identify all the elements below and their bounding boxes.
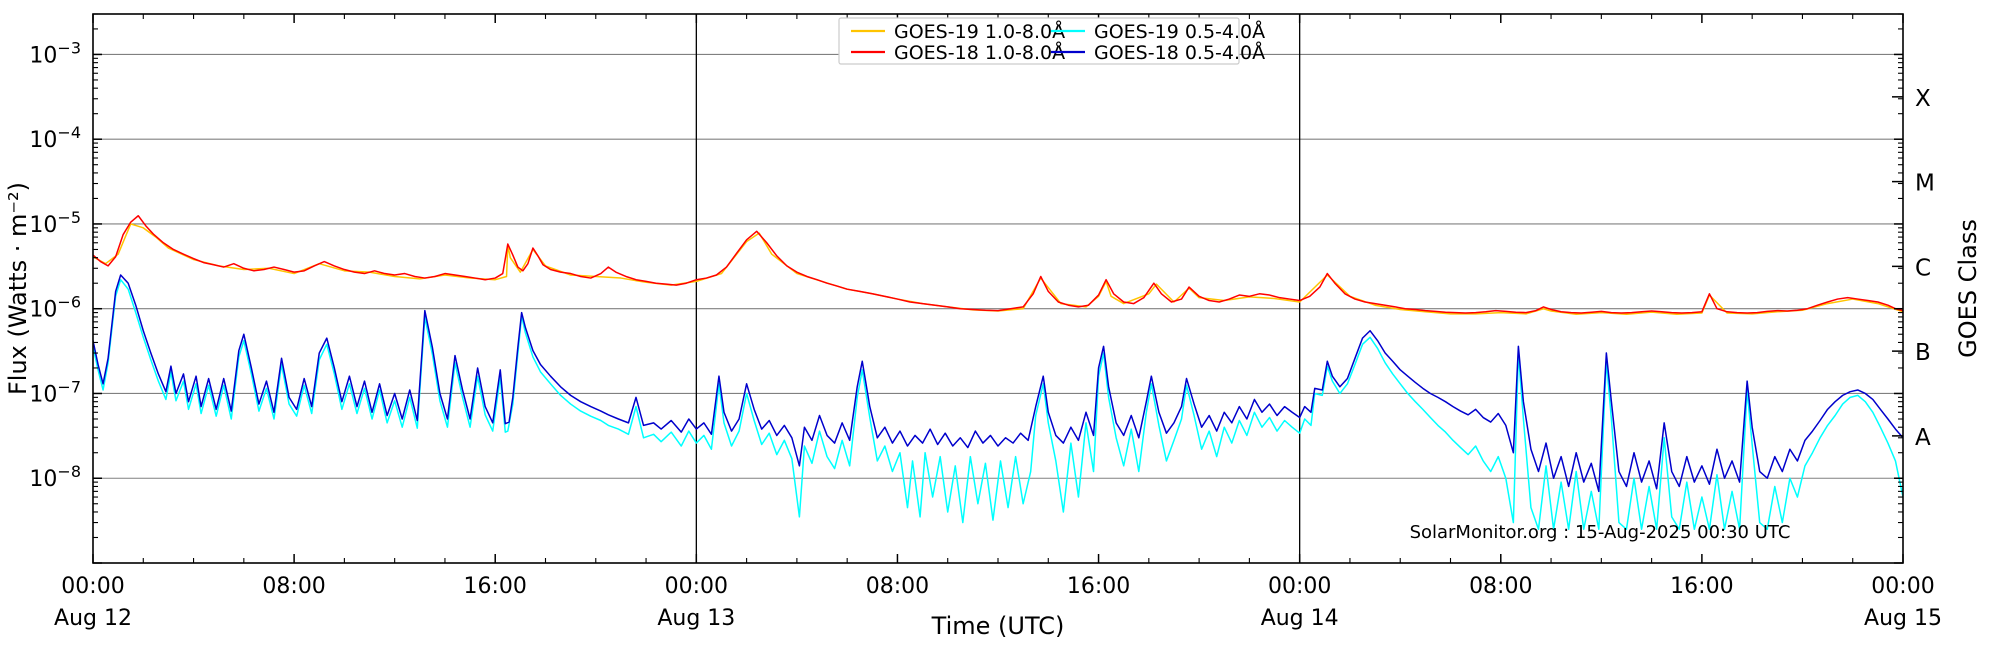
x-tick-date-label: Aug 13 bbox=[657, 606, 735, 631]
series-line-g18_short bbox=[93, 274, 1903, 493]
legend-label-g18_short: GOES-18 0.5-4.0Å bbox=[1094, 41, 1265, 64]
goes-class-label-A: A bbox=[1915, 425, 1931, 451]
x-tick-time-label: 00:00 bbox=[665, 574, 728, 599]
x-tick-time-label: 00:00 bbox=[61, 574, 124, 599]
y-axis-title: Flux (Watts · m⁻²) bbox=[4, 182, 32, 395]
x-tick-time-label: 08:00 bbox=[1469, 574, 1532, 599]
x-tick-date-label: Aug 15 bbox=[1864, 606, 1942, 631]
legend-background bbox=[838, 17, 1240, 65]
y-tick-label: 10−7 bbox=[29, 377, 81, 407]
goes-class-axis-title: GOES Class bbox=[1954, 219, 1982, 358]
series-group bbox=[93, 215, 1903, 531]
y-tick-label: 10−4 bbox=[29, 123, 81, 153]
y-tick-label: 10−3 bbox=[29, 38, 81, 68]
y-axis-ticks: 10−3 10−4 10−5 10−6 10−7 10−8 bbox=[29, 13, 102, 564]
y-tick-label: 10−5 bbox=[29, 208, 81, 238]
day-boundary-lines bbox=[695, 14, 1301, 563]
x-tick-time-label: 16:00 bbox=[1067, 574, 1130, 599]
series-line-g19_short bbox=[93, 278, 1903, 531]
series-line-g19_long bbox=[93, 223, 1903, 316]
legend-label-g19_short: GOES-19 0.5-4.0Å bbox=[1094, 20, 1265, 43]
x-tick-time-label: 00:00 bbox=[1871, 574, 1934, 599]
grid-lines bbox=[93, 53, 1903, 479]
legend-label-g19_long: GOES-19 1.0-8.0Å bbox=[894, 20, 1065, 43]
x-axis-title: Time (UTC) bbox=[931, 612, 1065, 640]
goes-class-axis: X M C B A bbox=[1892, 13, 1935, 564]
goes-class-label-C: C bbox=[1915, 255, 1931, 281]
x-tick-time-label: 16:00 bbox=[464, 574, 527, 599]
y-tick-label: 10−8 bbox=[29, 462, 81, 492]
x-tick-time-label: 08:00 bbox=[866, 574, 929, 599]
series-line-g18_long bbox=[93, 215, 1903, 314]
goes-class-label-B: B bbox=[1915, 340, 1931, 366]
x-tick-time-label: 00:00 bbox=[1268, 574, 1331, 599]
x-tick-time-label: 16:00 bbox=[1670, 574, 1733, 599]
legend-label-g18_long: GOES-18 1.0-8.0Å bbox=[894, 41, 1065, 64]
goes-class-label-X: X bbox=[1915, 86, 1931, 112]
goes-class-label-M: M bbox=[1915, 171, 1935, 197]
y-tick-label: 10−6 bbox=[29, 293, 81, 323]
x-tick-date-label: Aug 14 bbox=[1261, 606, 1339, 631]
x-tick-time-label: 08:00 bbox=[262, 574, 325, 599]
x-tick-date-label: Aug 12 bbox=[54, 606, 132, 631]
watermark-credit: SolarMonitor.org : 15-Aug-2025 00:30 UTC bbox=[1410, 522, 1791, 543]
x-axis-ticks: 00:00 Aug 12 08:00 16:00 00:00 Aug 13 08:00 16:… bbox=[54, 14, 1942, 631]
